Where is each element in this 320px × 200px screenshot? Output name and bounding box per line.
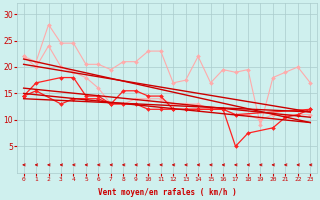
X-axis label: Vent moyen/en rafales ( km/h ): Vent moyen/en rafales ( km/h ) [98, 188, 236, 197]
